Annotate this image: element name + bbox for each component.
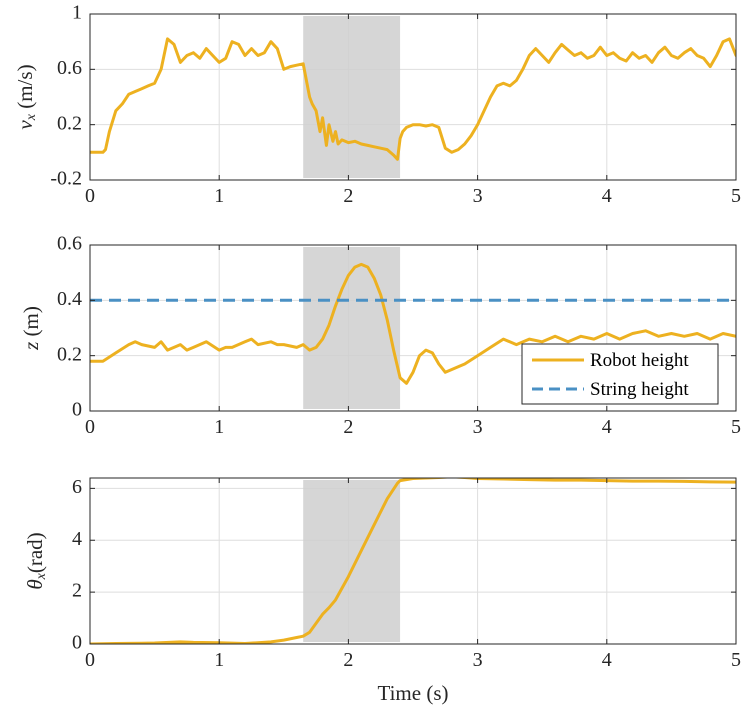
svg-text:z (m): z (m) [19,306,43,351]
svg-text:vx (m/s): vx (m/s) [13,64,39,129]
shaded-region-z-group [303,247,401,409]
plot-area-theta [90,478,736,644]
x-tick-label-2: 2 [343,416,353,438]
y-tick-label-3: 0.6 [57,233,82,255]
legend: Robot height String height [521,343,719,405]
plot-area-vx [90,14,736,180]
x-axis-label: Time (s) [378,681,449,705]
x-tick-label-2: 2 [343,185,353,207]
series-line-theta-0 [90,478,736,644]
z-label-unit: (m) [19,306,43,342]
y-tick-label-0: 0 [72,399,82,421]
chart-panel-vx: 0 1 2 3 4 5 -0.2 0.2 0.6 1 vx (m/s) [13,2,741,207]
y-axis-label-vx: vx (m/s) [13,64,39,129]
series-line-vx-0 [90,37,736,161]
axes-box-vx [89,13,737,181]
series-group-theta [90,478,736,644]
x-tick-label-3: 3 [473,185,483,207]
x-tick-label-2: 2 [343,649,353,671]
x-tick-label-5: 5 [731,416,741,438]
svg-text:θx(rad): θx(rad) [23,532,49,589]
y-tick-label-1: 0.2 [57,343,82,365]
axes-box-theta [89,477,737,645]
x-tick-label-5: 5 [731,185,741,207]
theta-label-unit: (rad) [23,532,47,573]
chart-panel-z: 0 1 2 3 4 5 0 0.2 0.4 0.6 z (m) Robot height Stri… [19,233,741,438]
theta-label-subscript: x [34,572,49,580]
vx-label-unit: (m/s) [13,64,37,114]
x-tick-label-4: 4 [602,185,612,207]
z-label-symbol: z [19,342,43,351]
x-tick-label-0: 0 [85,185,95,207]
y-tick-label-0: 0 [72,632,82,654]
x-tick-label-0: 0 [85,416,95,438]
x-tick-label-4: 4 [602,416,612,438]
ticks-vx: 0 1 2 3 4 5 -0.2 0.2 0.6 1 [50,2,741,207]
y-tick-label-0: -0.2 [50,168,82,190]
x-tick-label-5: 5 [731,649,741,671]
y-tick-label-1: 2 [72,580,82,602]
y-axis-label-theta: θx(rad) [23,532,49,589]
shaded-region-vx [303,16,401,178]
y-axis-label-z: z (m) [19,306,43,351]
vx-label-symbol: v [13,120,37,130]
y-tick-label-1: 0.2 [57,112,82,134]
chart-panel-theta: 0 1 2 3 4 5 0 2 4 6 θx(rad) Time (s) [23,476,741,705]
y-tick-label-3: 6 [72,476,82,498]
series-group-vx [90,37,736,161]
legend-robot-height-label: Robot height [590,350,689,371]
ticks-z: 0 1 2 3 4 5 0 0.2 0.4 0.6 [57,233,741,438]
y-tick-label-3: 1 [72,2,82,24]
vx-label-subscript: x [24,113,39,121]
shaded-region-vx-group [303,16,401,178]
x-tick-label-1: 1 [214,649,224,671]
x-tick-label-0: 0 [85,649,95,671]
x-tick-label-1: 1 [214,416,224,438]
x-tick-label-1: 1 [214,185,224,207]
y-tick-label-2: 0.6 [57,57,82,79]
y-tick-label-2: 0.4 [57,288,82,310]
legend-string-height-label: String height [590,379,689,400]
series-group-z [90,262,736,385]
x-tick-label-3: 3 [473,649,483,671]
theta-label-symbol: θ [23,579,47,589]
axes-box-z [89,244,737,412]
ticks-theta: 0 1 2 3 4 5 0 2 4 6 [72,476,741,671]
x-tick-label-3: 3 [473,416,483,438]
y-tick-label-2: 4 [72,528,82,550]
series-line-z-0 [90,262,736,385]
legend-box [521,343,719,405]
shaded-region-z [303,247,401,409]
x-tick-label-4: 4 [602,649,612,671]
